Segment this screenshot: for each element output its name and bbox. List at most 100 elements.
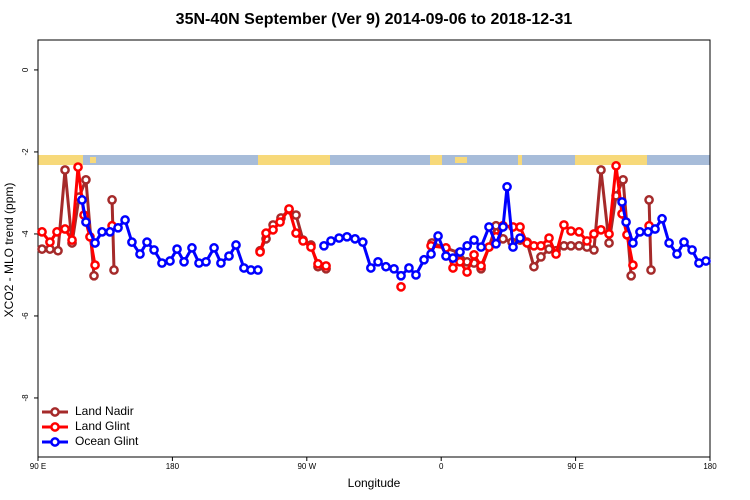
data-point [515,222,525,232]
data-point [275,217,285,227]
data-point [491,238,501,249]
data-point [60,165,70,175]
data-point [165,256,175,266]
data-point [209,243,219,253]
x-tick-label: 180 [166,462,180,471]
data-point [291,228,301,238]
data-point [396,281,406,292]
data-point [536,252,546,262]
data-point [544,233,554,243]
data-point [373,256,383,267]
data-point [462,240,473,251]
data-point [127,237,137,247]
data-point [231,240,241,250]
data-point [306,242,316,252]
data-point [589,229,599,239]
x-tick-label: 90 W [297,462,316,471]
data-point [268,224,278,235]
data-point [582,236,592,246]
x-tick-label: 90 E [567,462,583,471]
x-tick-label: 0 [439,462,444,471]
data-point [396,270,406,281]
data-point [255,247,265,257]
data-point [342,231,352,242]
data-point [45,237,55,247]
data-point [97,227,107,237]
data-point [529,261,539,272]
data-point [687,245,697,255]
data-point [90,260,100,270]
data-point [646,265,656,275]
data-point [604,229,614,239]
data-point [411,270,421,280]
data-point [628,238,638,248]
data-point [574,240,584,251]
data-point [596,224,606,235]
data-point [502,181,512,192]
y-tick-label: -6 [21,312,30,320]
y-tick-label: 0 [21,67,30,72]
data-point [469,250,479,260]
data-point [107,195,117,205]
legend-marker [50,437,60,447]
data-point [426,249,436,259]
data-point [113,222,123,233]
y-tick-label: -8 [21,394,30,402]
data-point [149,245,159,255]
data-point [448,253,458,263]
x-axis-label: Longitude [348,476,401,490]
data-point [484,222,494,232]
data-point [462,267,472,277]
data-point [566,240,576,251]
data-point [433,231,443,241]
data-point [81,174,91,185]
data-point [73,162,83,172]
data-point [77,195,87,205]
legend-label: Ocean Glint [75,434,139,448]
chart-title: 35N-40N September (Ver 9) 2014-09-06 to … [176,11,573,28]
y-tick-label: -2 [21,148,30,156]
data-point [455,256,465,267]
data-point [37,227,47,237]
data-point [253,265,263,275]
y-axis-label: XCO2 - MLO trend (ppm) [2,183,16,318]
data-point [37,244,47,254]
data-point [60,224,70,234]
data-point [284,204,294,214]
data-point [366,263,376,273]
data-point [476,242,486,252]
data-point [679,237,689,247]
y-tick-label: -4 [21,230,30,238]
data-point [419,254,429,265]
data-point [657,213,667,224]
data-point [216,258,226,268]
data-point [135,249,145,259]
data-point [664,238,674,248]
data-point [611,161,621,171]
data-point [224,251,234,261]
data-point [187,243,197,253]
data-point [53,245,63,256]
data-point [604,238,614,248]
data-point [618,174,628,185]
data-point [298,236,308,246]
data-point [617,197,627,207]
data-point [559,220,569,230]
data-point [105,227,115,237]
data-point [201,256,211,267]
legend-marker [50,407,60,417]
data-point [644,195,654,205]
data-point [172,244,182,254]
data-point [381,261,391,272]
data-point [551,249,561,259]
data-point [326,236,336,246]
data-point [508,242,518,252]
data-point [52,227,62,237]
plot-frame [37,39,711,458]
data-point [476,261,486,271]
data-point [448,263,458,273]
data-point [626,270,637,281]
data-point [179,256,189,267]
legend-label: Land Glint [75,419,130,433]
